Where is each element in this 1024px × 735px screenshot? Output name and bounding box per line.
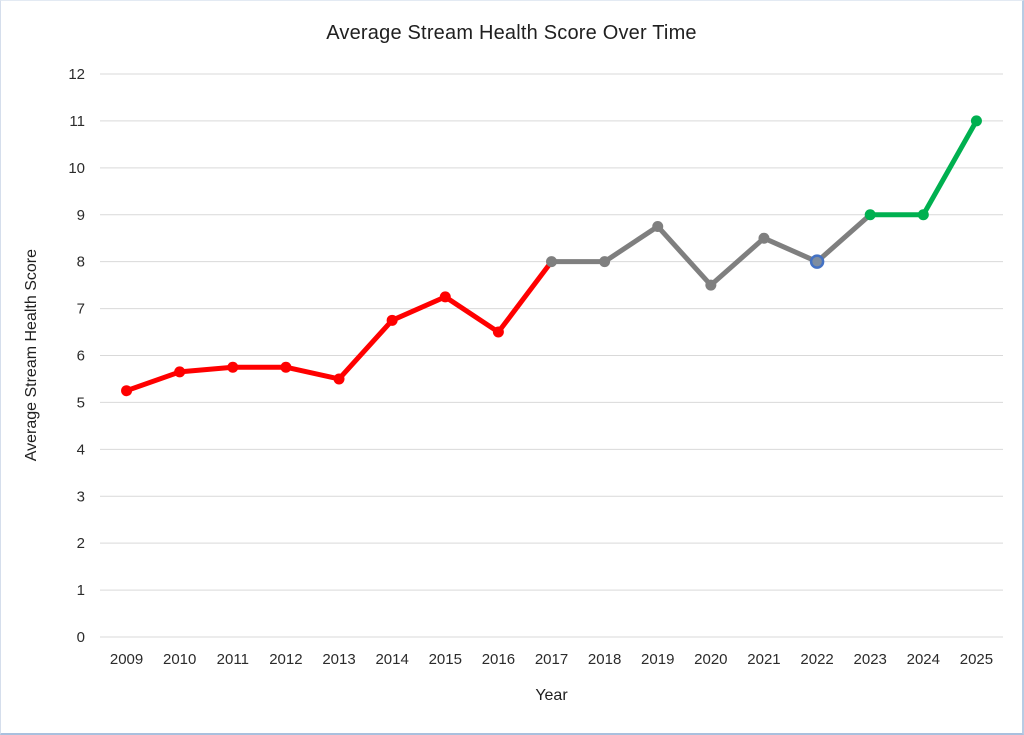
line-segment [708,235,767,288]
y-tick-label: 6 [77,348,85,365]
x-tick-label: 2023 [854,651,887,668]
y-tick-label: 8 [77,254,85,271]
line-segment [920,118,979,218]
line-segment [761,235,820,265]
x-tick-label: 2025 [960,651,993,668]
data-point [705,279,717,291]
data-point [386,314,398,326]
x-tick-label: 2020 [694,651,727,668]
data-point [599,256,611,268]
x-tick-label: 2017 [535,651,568,668]
y-tick-label: 5 [77,394,85,411]
data-point [227,361,239,373]
x-tick-label: 2009 [110,651,143,668]
x-tick-label: 2010 [163,651,196,668]
y-tick-label: 9 [77,207,85,224]
y-tick-label: 11 [69,113,85,130]
data-point [758,232,770,244]
x-tick-label: 2016 [482,651,515,668]
x-tick-label: 2014 [375,651,408,668]
data-point [439,291,451,303]
x-tick-label: 2015 [429,651,462,668]
x-tick-label: 2013 [322,651,355,668]
line-segment [336,317,395,382]
y-tick-label: 1 [77,582,85,599]
x-tick-label: 2012 [269,651,302,668]
x-tick-label: 2011 [217,651,249,668]
x-tick-label: 2022 [800,651,833,668]
y-tick-label: 0 [77,629,85,646]
x-tick-label: 2024 [907,651,940,668]
line-segment [814,212,873,265]
y-tick-label: 4 [77,441,85,458]
data-point [970,115,982,127]
line-segment [283,364,342,382]
x-tick-label: 2018 [588,651,621,668]
data-point [864,209,876,221]
x-axis-title: Year [535,687,568,704]
chart-title: Average Stream Health Score Over Time [326,22,697,44]
data-point [492,326,504,338]
data-point [546,256,557,268]
data-point [121,385,133,397]
y-tick-label: 3 [77,488,85,505]
y-tick-label: 2 [77,535,85,552]
y-tick-label: 10 [68,160,85,177]
line-segment [124,369,183,394]
x-tick-label: 2019 [641,651,674,668]
line-segment [442,294,501,335]
line-segment [177,364,236,375]
line-segment [389,294,448,323]
data-point [652,220,664,232]
line-segment [495,259,554,335]
line-segment [655,223,714,288]
data-point [174,366,186,378]
data-point [333,373,345,385]
data-point [917,209,929,221]
data-point [280,361,292,373]
y-axis-title-container: Average Stream Health Score [23,74,41,637]
x-tick-label: 2021 [747,651,780,668]
y-tick-label: 12 [68,66,85,83]
y-tick-label: 7 [77,301,85,318]
data-point-highlighted [809,254,825,269]
line-segment [602,223,661,265]
y-axis-title: Average Stream Health Score [23,249,40,462]
